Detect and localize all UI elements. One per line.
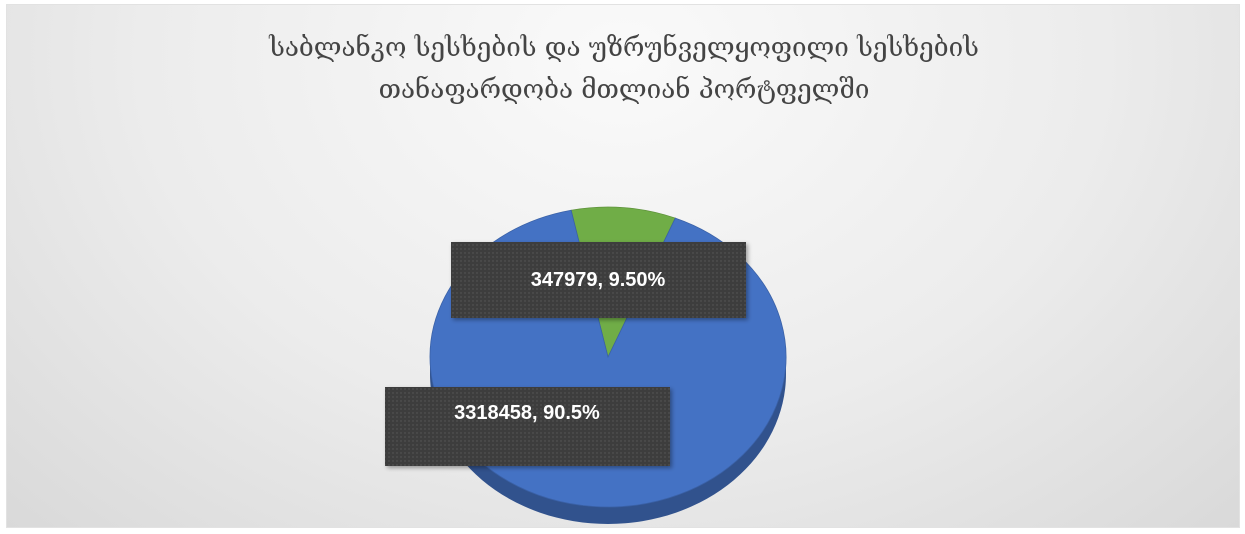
chart-title-line-2: თანაფარდობა მთლიან პორტფელში <box>378 75 870 105</box>
data-labels: 347979, 9.50% 3318458, 90.5% <box>385 242 746 466</box>
chart-title: საბლანკო სესხების და უზრუნველყოფილი სესხ… <box>7 27 1241 111</box>
chart-title-line-1: საბლანკო სესხების და უზრუნველყოფილი სესხ… <box>269 33 979 63</box>
data-label-slice-1: 3318458, 90.5% <box>385 387 670 466</box>
data-label-text-slice-2: 347979, 9.50% <box>531 269 666 291</box>
data-label-text-slice-1: 3318458, 90.5% <box>454 402 600 424</box>
data-label-slice-2: 347979, 9.50% <box>451 242 746 318</box>
